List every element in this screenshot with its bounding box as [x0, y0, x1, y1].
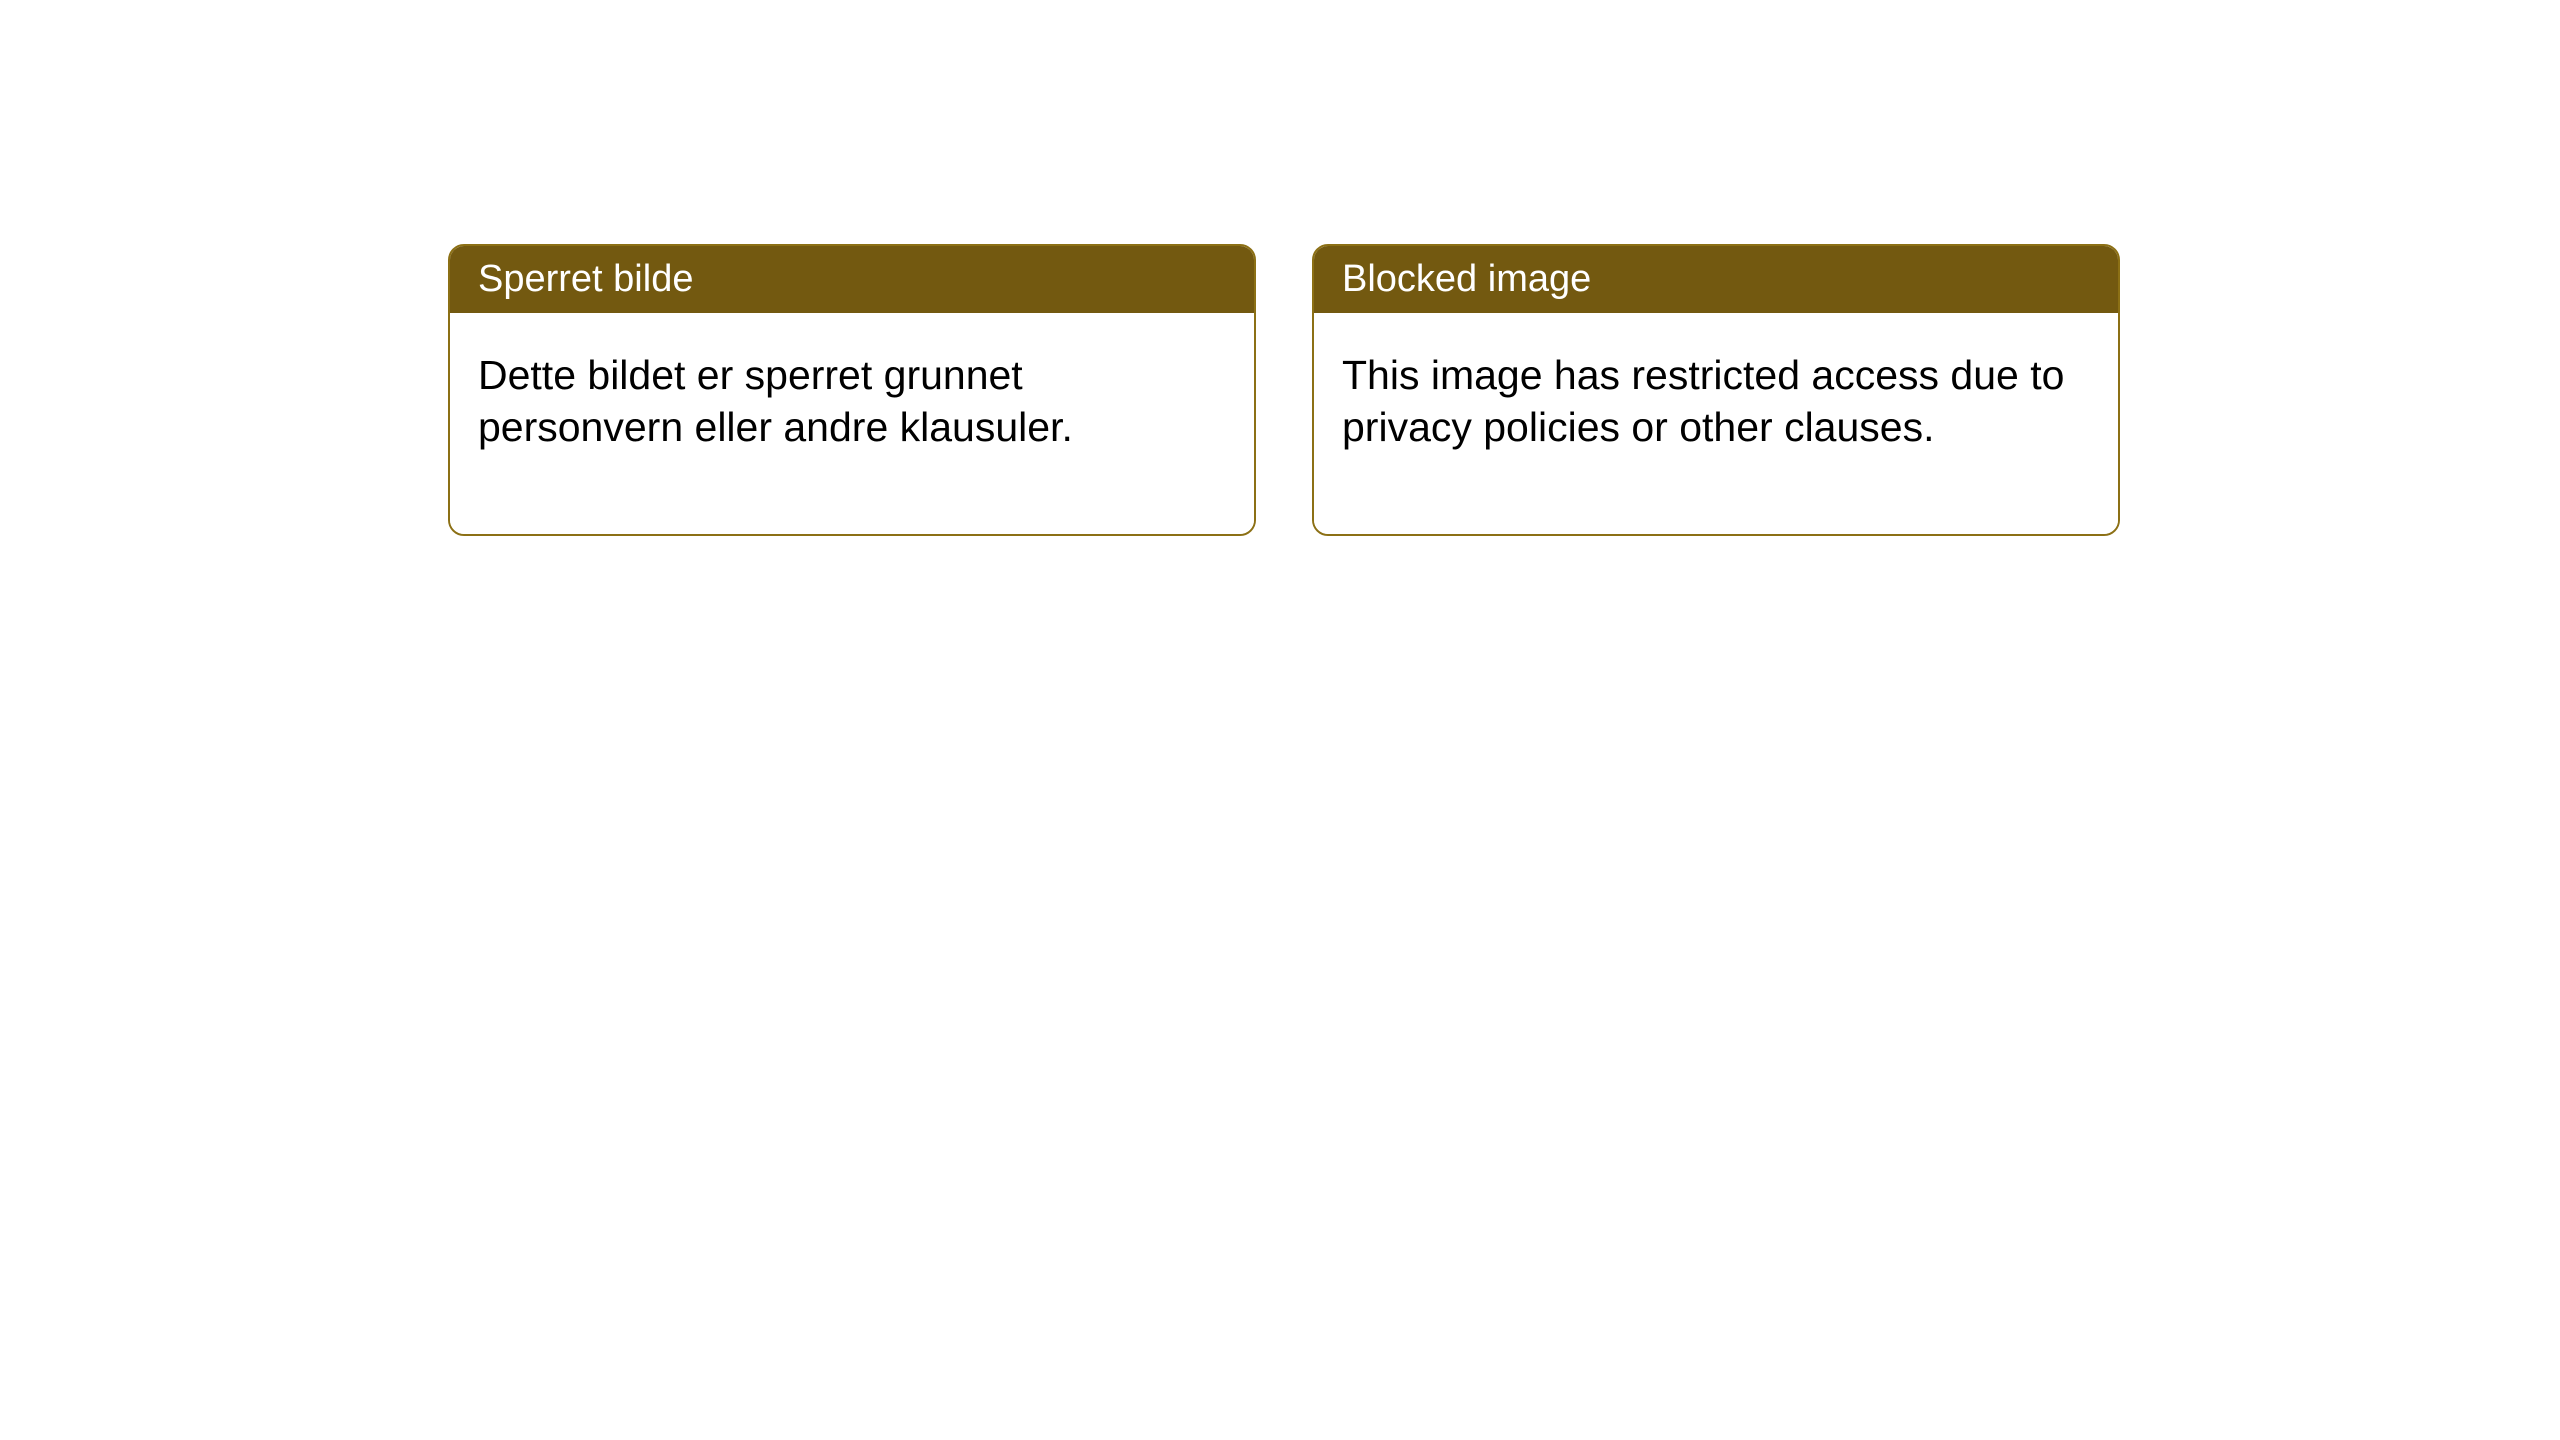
notice-card-norwegian: Sperret bilde Dette bildet er sperret gr… [448, 244, 1256, 536]
notice-body: This image has restricted access due to … [1314, 313, 2118, 534]
notice-card-english: Blocked image This image has restricted … [1312, 244, 2120, 536]
notice-header: Sperret bilde [450, 246, 1254, 313]
notice-container: Sperret bilde Dette bildet er sperret gr… [0, 0, 2560, 536]
notice-body: Dette bildet er sperret grunnet personve… [450, 313, 1254, 534]
notice-header: Blocked image [1314, 246, 2118, 313]
